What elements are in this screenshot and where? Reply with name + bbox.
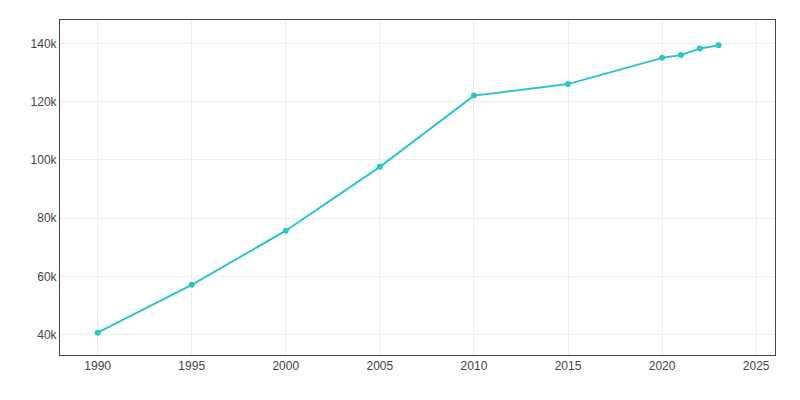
svg-text:2010: 2010: [461, 359, 488, 373]
svg-text:120k: 120k: [31, 95, 58, 109]
svg-text:1995: 1995: [178, 359, 205, 373]
svg-text:1990: 1990: [84, 359, 111, 373]
svg-text:100k: 100k: [31, 153, 58, 167]
svg-text:2015: 2015: [555, 359, 582, 373]
svg-text:2020: 2020: [649, 359, 676, 373]
svg-text:80k: 80k: [37, 211, 57, 225]
svg-text:60k: 60k: [37, 270, 57, 284]
svg-text:2005: 2005: [367, 359, 394, 373]
svg-text:2025: 2025: [743, 359, 770, 373]
svg-text:40k: 40k: [37, 328, 57, 342]
svg-text:140k: 140k: [31, 37, 58, 51]
svg-text:2000: 2000: [272, 359, 299, 373]
